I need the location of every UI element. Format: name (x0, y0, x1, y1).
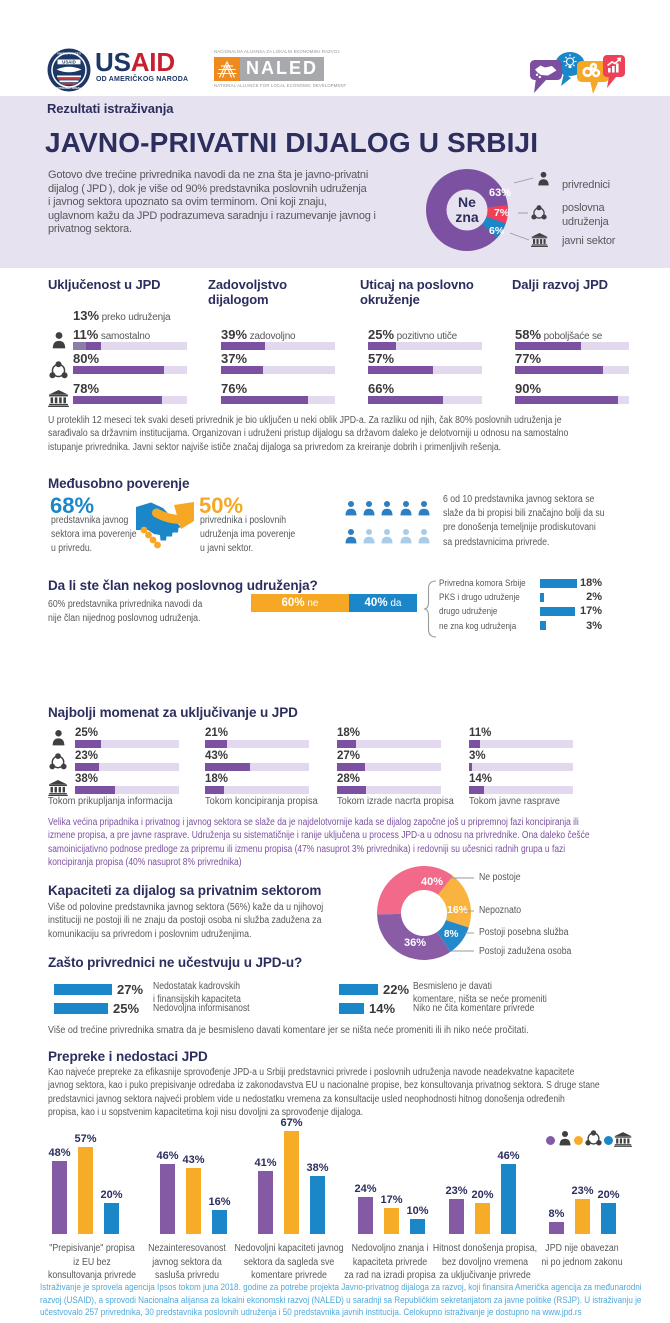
svg-text:* UNITED STATES *: * UNITED STATES * (55, 52, 84, 56)
svg-text:USAID: USAID (62, 60, 76, 65)
svg-text:INTERNATIONAL: INTERNATIONAL (56, 86, 81, 90)
